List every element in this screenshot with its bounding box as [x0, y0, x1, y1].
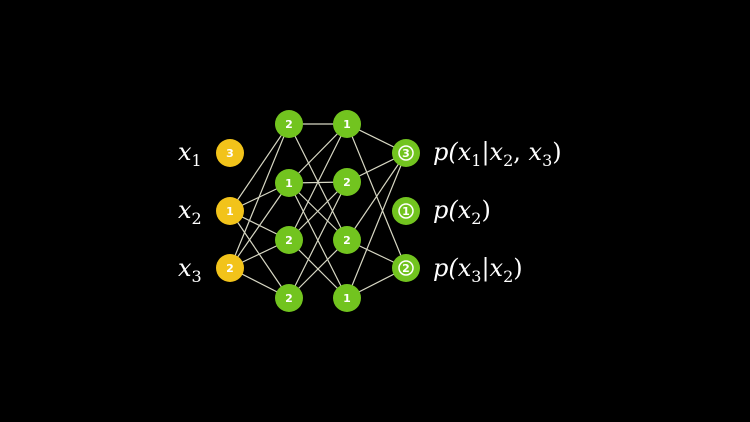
edge-hidden1-hidden2-2-0: [288, 123, 348, 241]
hidden2-node-number: 2: [343, 234, 351, 247]
hidden2-node-circle: [333, 284, 361, 312]
edge-hidden1-hidden2-3-1: [288, 181, 348, 299]
hidden1-node-number: 2: [285, 118, 293, 131]
edge-layer: [229, 123, 407, 299]
input-label-x1: x1: [178, 138, 202, 170]
hidden2-node-circle: [333, 110, 361, 138]
output-node-1: 3: [392, 139, 420, 167]
output-node-number: 2: [402, 262, 410, 275]
hidden2-node-number: 2: [343, 176, 351, 189]
hidden1-node-circle: [275, 110, 303, 138]
input-node-circle: [216, 139, 244, 167]
input-label-x2: x2: [178, 196, 202, 228]
edge-input-hidden1-2-1: [229, 182, 290, 269]
output-label-p-x1-given-x2-x3: p(x1|x2, x3): [433, 138, 562, 170]
output-node-number: 3: [402, 147, 410, 160]
hidden2-node-4: 1: [333, 284, 361, 312]
output-node-circle: [392, 197, 420, 225]
edge-input-hidden1-1-0: [229, 123, 290, 212]
output-node-circle: [392, 254, 420, 282]
hidden2-node-number: 1: [343, 292, 351, 305]
node-layer: 3 1 2 2 1 2 2 1 2 2 1 3 1 2: [216, 110, 420, 312]
output-label-p-x2: p(x2): [433, 196, 491, 228]
input-node-number: 3: [226, 147, 234, 160]
output-node-ring: [398, 145, 414, 161]
output-node-ring: [398, 260, 414, 276]
hidden1-node-2: 1: [275, 169, 303, 197]
output-node-ring: [398, 203, 414, 219]
hidden2-node-2: 2: [333, 168, 361, 196]
hidden1-node-circle: [275, 169, 303, 197]
hidden1-node-1: 2: [275, 110, 303, 138]
hidden2-node-number: 1: [343, 118, 351, 131]
hidden1-node-circle: [275, 284, 303, 312]
output-label-p-x3-given-x2: p(x3|x2): [433, 254, 523, 286]
hidden1-node-4: 2: [275, 284, 303, 312]
hidden1-node-number: 2: [285, 292, 293, 305]
input-node-2: 1: [216, 197, 244, 225]
edge-hidden2-output-3-0: [346, 152, 407, 299]
hidden1-node-number: 2: [285, 234, 293, 247]
hidden1-node-circle: [275, 226, 303, 254]
output-node-3: 2: [392, 254, 420, 282]
input-node-number: 2: [226, 262, 234, 275]
input-node-circle: [216, 254, 244, 282]
hidden2-node-1: 1: [333, 110, 361, 138]
input-node-circle: [216, 197, 244, 225]
edge-hidden2-output-2-0: [346, 152, 407, 241]
hidden2-node-circle: [333, 226, 361, 254]
input-node-3: 2: [216, 254, 244, 282]
hidden1-node-number: 1: [285, 177, 293, 190]
input-label-x3: x3: [178, 254, 202, 286]
hidden2-node-3: 2: [333, 226, 361, 254]
output-node-number: 1: [402, 205, 410, 218]
output-node-circle: [392, 139, 420, 167]
input-node-1: 3: [216, 139, 244, 167]
hidden2-node-circle: [333, 168, 361, 196]
edge-input-hidden1-2-0: [229, 123, 290, 269]
output-node-2: 1: [392, 197, 420, 225]
input-node-number: 1: [226, 205, 234, 218]
hidden1-node-3: 2: [275, 226, 303, 254]
